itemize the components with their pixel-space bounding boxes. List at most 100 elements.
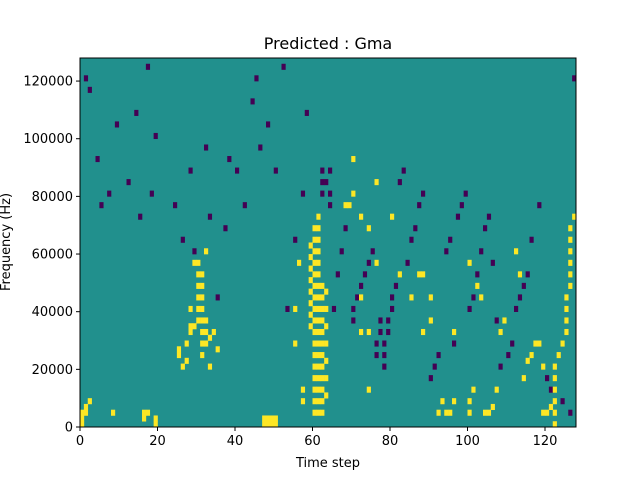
heatmap-cell-low [452, 340, 457, 347]
heatmap-cell-high [196, 271, 201, 278]
heatmap-cell-high [312, 271, 317, 278]
heatmap-cell-high [87, 398, 92, 405]
heatmap-cell-high [153, 421, 158, 428]
heatmap-cell-high [448, 409, 453, 416]
heatmap-cell-high [297, 259, 302, 266]
y-tick-label: 20000 [32, 363, 73, 378]
heatmap-cell-high [176, 346, 182, 353]
x-axis-label: Time step [295, 456, 360, 471]
x-tick-label: 120 [533, 434, 558, 449]
heatmap-cell-high [266, 415, 271, 422]
heatmap-cell-high [324, 288, 329, 295]
heatmap-cell-low [328, 190, 333, 197]
heatmap-cell-high [479, 294, 484, 301]
heatmap-cell-high [467, 398, 472, 405]
heatmap-cell-high [83, 409, 89, 416]
heatmap-cell-high [552, 386, 557, 393]
heatmap-cell-high [312, 317, 317, 324]
heatmap-cell-high [366, 328, 371, 336]
x-tick-label: 100 [455, 434, 480, 449]
heatmap-cell-high [273, 415, 278, 422]
heatmap-cell-high [541, 409, 546, 416]
heatmap-cell-high [312, 340, 317, 347]
heatmap-cell-high [83, 403, 89, 411]
heatmap-cell-high [514, 248, 519, 255]
heatmap-cell-high [397, 271, 402, 278]
heatmap-cell-high [316, 236, 321, 243]
heatmap-cell-low [568, 409, 573, 416]
heatmap-cell-low [351, 305, 356, 312]
heatmap-cell-high [467, 409, 472, 416]
heatmap-cell-high [196, 282, 201, 289]
heatmap-cell-low [192, 248, 197, 255]
heatmap-cell-high [564, 294, 569, 301]
heatmap-cell-high [192, 323, 197, 330]
heatmap-cell-high [390, 213, 395, 220]
x-axis: 0 20 40 60 80 100 120 [76, 427, 558, 449]
x-tick-label: 40 [227, 434, 244, 449]
heatmap-cell-low [320, 167, 325, 174]
heatmap-cell-high [568, 225, 573, 232]
heatmap-cell-high [111, 409, 116, 416]
heatmap-cell-high [320, 317, 325, 324]
heatmap-cell-high [324, 323, 329, 330]
heatmap-cell-low [432, 363, 437, 370]
heatmap-cell-high [324, 392, 329, 399]
heatmap-cell-high [320, 340, 325, 347]
heatmap-cell-low [339, 248, 344, 255]
heatmap-cell-high [200, 352, 205, 359]
heatmap-cell-high [347, 202, 352, 209]
heatmap-cell-high [560, 340, 565, 347]
heatmap-cell-high [428, 294, 433, 301]
heatmap-cell-high [320, 386, 325, 393]
heatmap-cell-high [204, 317, 209, 324]
heatmap-cell-low [498, 363, 503, 370]
heatmap-cell-low [114, 121, 120, 128]
heatmap-cell-high [316, 363, 321, 370]
heatmap-cell-high [316, 328, 321, 336]
plot-area [80, 58, 577, 428]
heatmap-cell-low [254, 75, 259, 82]
heatmap-cell-low [390, 294, 395, 301]
heatmap-cell-high [207, 363, 213, 370]
x-tick-label: 20 [149, 434, 166, 449]
y-tick-label: 80000 [32, 190, 73, 205]
heatmap-cell-high [308, 242, 313, 249]
heatmap-cell-high [207, 334, 213, 341]
heatmap-cell-low [421, 190, 426, 197]
heatmap-cell-low [521, 282, 526, 289]
heatmap-cell-high [320, 398, 325, 405]
heatmap-cell-high [211, 328, 216, 336]
heatmap-cell-low [328, 167, 333, 174]
heatmap-cell-low [560, 398, 565, 405]
heatmap-cell-low [83, 75, 89, 82]
heatmap-cell-high [316, 248, 321, 255]
heatmap-cell-low [207, 213, 213, 220]
heatmap-cell-low [545, 375, 550, 382]
heatmap-cell-high [200, 340, 205, 347]
heatmap-cell-low [320, 179, 325, 186]
heatmap-cell-high [145, 409, 151, 416]
heatmap-cell-low [413, 225, 418, 232]
heatmap-cell-high [293, 340, 298, 347]
heatmap-cell-high [262, 415, 267, 422]
heatmap-cell-low [126, 179, 131, 186]
heatmap-cell-high [80, 415, 85, 422]
heatmap-cell-high [343, 202, 348, 209]
heatmap-cell-low [366, 259, 371, 266]
heatmap-cell-low [494, 317, 499, 324]
heatmap-cell-low [355, 294, 360, 301]
heatmap-cell-high [312, 375, 317, 382]
heatmap-cell-low [486, 213, 492, 220]
x-tick-label: 80 [382, 434, 399, 449]
heatmap-cell-high [273, 421, 278, 428]
heatmap-cell-high [312, 305, 317, 312]
heatmap-cell-high [192, 259, 197, 266]
heatmap-cell-low [448, 236, 453, 243]
heatmap-cell-low [293, 236, 298, 243]
heatmap-cell-low [320, 190, 325, 197]
heatmap-cell-high [320, 294, 325, 301]
heatmap-cell-low [87, 86, 92, 93]
heatmap-cell-high [80, 421, 85, 428]
